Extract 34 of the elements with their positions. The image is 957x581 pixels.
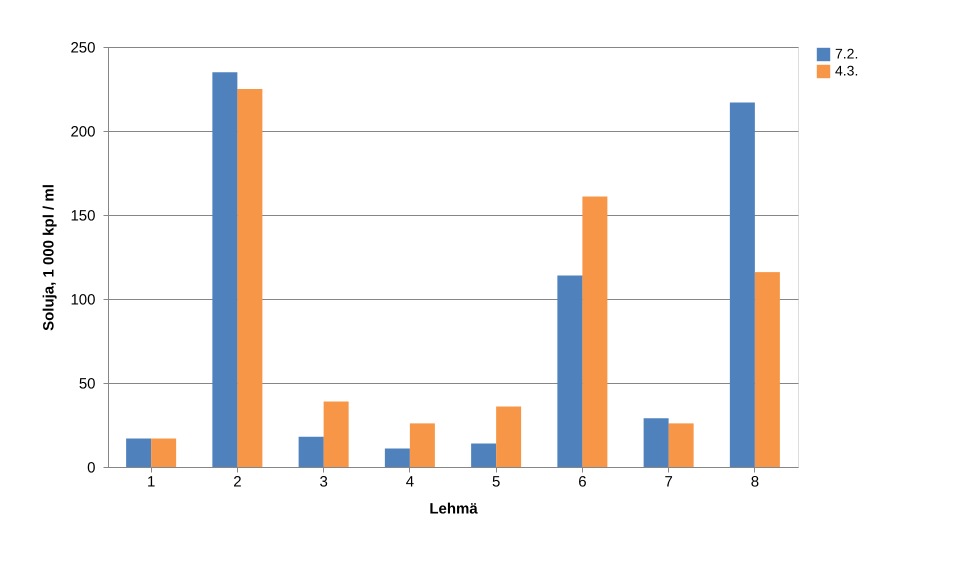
bar (151, 438, 176, 467)
bar (384, 448, 410, 467)
x-axis-title: Lehmä (429, 500, 478, 518)
bar (410, 423, 435, 467)
bar (471, 443, 496, 467)
y-tick-label: 0 (87, 460, 96, 476)
legend-label: 4.3. (835, 62, 858, 78)
bar (324, 401, 349, 467)
x-tick-label: 7 (664, 474, 673, 490)
bar (644, 418, 669, 467)
bar (212, 72, 238, 467)
x-tick-label: 5 (492, 474, 500, 490)
bar (582, 196, 608, 467)
y-axis-title: Soluja, 1 000 kpl / ml (40, 184, 58, 331)
bar (730, 102, 755, 467)
y-tick-label: 200 (70, 124, 96, 140)
legend-label: 7.2. (835, 46, 858, 62)
x-tick-label: 1 (146, 474, 156, 490)
x-tick-label: 3 (319, 474, 328, 490)
y-tick-label: 150 (70, 208, 96, 224)
bar (298, 436, 324, 467)
bar (496, 406, 522, 467)
y-tick-label: 250 (70, 40, 96, 56)
x-tick-label: 2 (233, 474, 242, 490)
bar (668, 423, 694, 467)
y-tick-label: 50 (78, 376, 96, 392)
x-tick-label: 6 (578, 474, 587, 490)
x-tick-label: 8 (750, 474, 760, 490)
bar (126, 438, 152, 467)
y-tick-label: 100 (70, 292, 96, 308)
bar (754, 272, 780, 467)
x-tick-label: 4 (406, 474, 414, 490)
bar (557, 275, 582, 467)
bar (237, 89, 262, 467)
